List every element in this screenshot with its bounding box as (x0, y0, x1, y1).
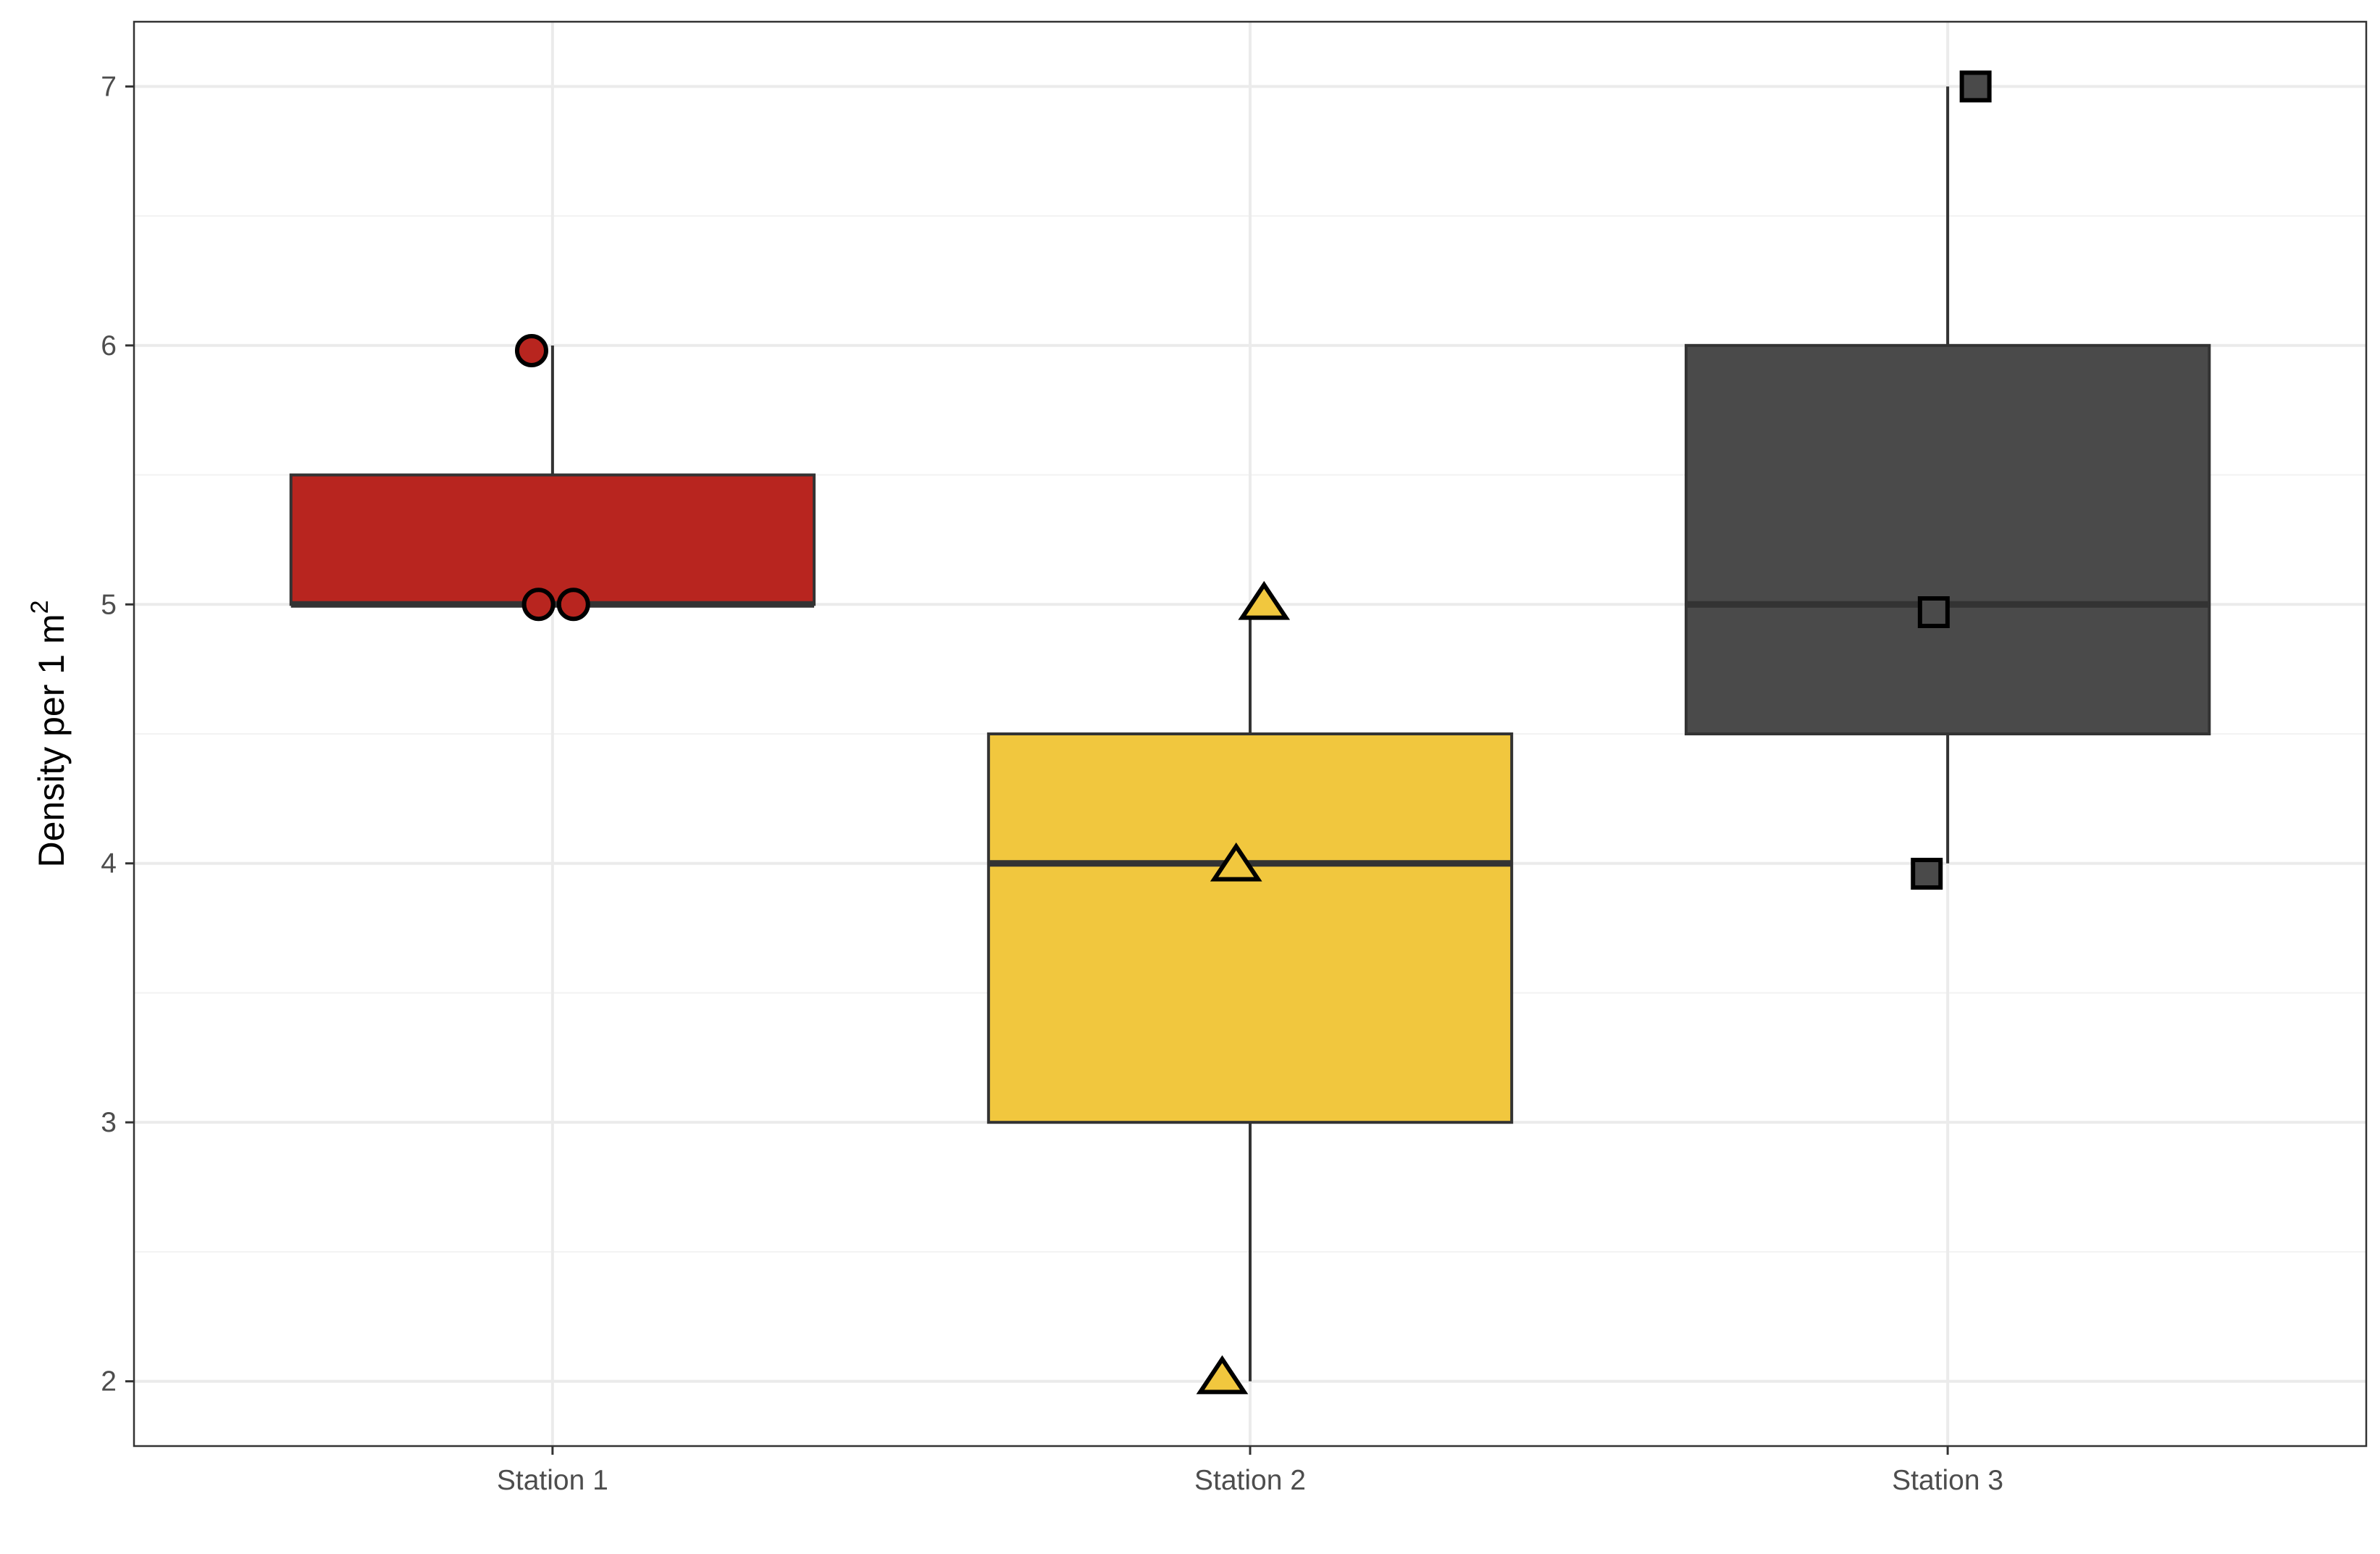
y-axis-title-main: Density per 1 m (31, 614, 72, 867)
box-2 (986, 604, 1514, 1382)
box-iqr (986, 732, 1514, 1124)
y-tick-label: 2 (101, 1366, 117, 1398)
y-tick-label: 6 (101, 330, 117, 362)
x-tick-label: Station 3 (1892, 1465, 2003, 1496)
data-point (1917, 596, 1950, 628)
y-tick-label: 5 (101, 589, 117, 620)
data-point (1911, 858, 1943, 890)
y-axis: 2 3 4 5 6 7 (101, 71, 134, 1398)
x-tick-label: Station 1 (497, 1465, 608, 1496)
y-tick-label: 7 (101, 71, 117, 102)
y-axis-title: Density per 1 m2 (26, 600, 72, 867)
data-point (556, 588, 590, 622)
data-point (1196, 1355, 1249, 1395)
data-point (514, 333, 548, 367)
y-tick-label: 4 (101, 848, 117, 880)
box-3 (1684, 86, 2211, 864)
box-iqr (289, 473, 816, 606)
y-axis-title-superscript: 2 (26, 600, 54, 614)
points-group (514, 70, 1992, 1395)
y-tick-label: 3 (101, 1107, 117, 1138)
data-point (1238, 580, 1291, 620)
data-point (521, 588, 556, 622)
box-iqr (1684, 343, 2211, 735)
data-point (1210, 842, 1262, 882)
x-axis: Station 1 Station 2 Station 3 (497, 1446, 2003, 1496)
data-point (1959, 70, 1992, 103)
x-tick-label: Station 2 (1194, 1465, 1306, 1496)
